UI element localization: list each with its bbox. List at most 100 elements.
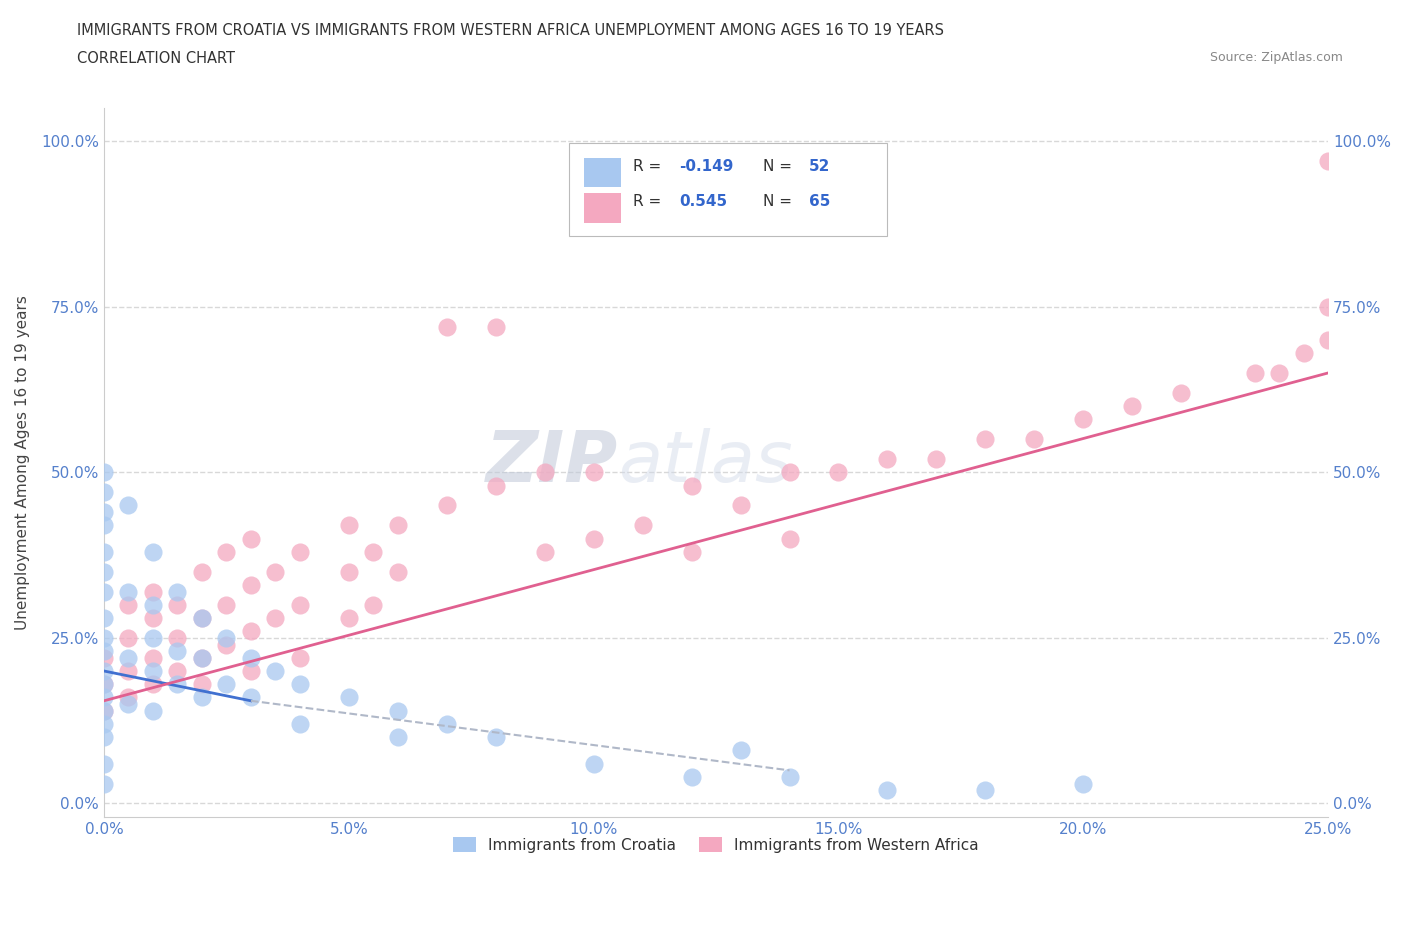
- Point: [142, 703, 165, 718]
- Point: [166, 597, 188, 612]
- Point: [1121, 399, 1143, 414]
- Point: [93, 690, 115, 705]
- Point: [117, 584, 139, 599]
- Point: [166, 664, 188, 679]
- Point: [361, 544, 384, 559]
- Point: [215, 544, 238, 559]
- Point: [117, 597, 139, 612]
- Point: [93, 644, 115, 658]
- Point: [1292, 346, 1315, 361]
- Point: [631, 518, 654, 533]
- Point: [93, 465, 115, 480]
- Point: [117, 650, 139, 665]
- Point: [93, 505, 115, 520]
- Point: [337, 518, 360, 533]
- Point: [93, 650, 115, 665]
- Point: [974, 783, 997, 798]
- Point: [93, 565, 115, 579]
- Point: [117, 631, 139, 645]
- Point: [337, 690, 360, 705]
- Y-axis label: Unemployment Among Ages 16 to 19 years: Unemployment Among Ages 16 to 19 years: [15, 295, 30, 630]
- Point: [142, 544, 165, 559]
- Point: [215, 597, 238, 612]
- Text: R =: R =: [633, 159, 666, 174]
- Point: [681, 544, 703, 559]
- Point: [827, 465, 849, 480]
- Point: [142, 650, 165, 665]
- Point: [337, 611, 360, 626]
- Point: [876, 452, 898, 467]
- Text: 65: 65: [808, 194, 831, 209]
- Point: [142, 631, 165, 645]
- Point: [779, 769, 801, 784]
- Point: [361, 597, 384, 612]
- Point: [974, 432, 997, 446]
- Point: [191, 650, 214, 665]
- Point: [93, 584, 115, 599]
- Point: [1317, 153, 1340, 168]
- Point: [387, 703, 409, 718]
- Point: [925, 452, 948, 467]
- Point: [876, 783, 898, 798]
- Text: R =: R =: [633, 194, 666, 209]
- Text: Source: ZipAtlas.com: Source: ZipAtlas.com: [1209, 51, 1343, 64]
- Point: [191, 690, 214, 705]
- Point: [1317, 332, 1340, 347]
- Point: [779, 531, 801, 546]
- Point: [582, 756, 605, 771]
- Point: [142, 664, 165, 679]
- Point: [485, 730, 508, 745]
- Point: [288, 544, 311, 559]
- Point: [142, 584, 165, 599]
- Point: [779, 465, 801, 480]
- Point: [1071, 412, 1094, 427]
- Legend: Immigrants from Croatia, Immigrants from Western Africa: Immigrants from Croatia, Immigrants from…: [447, 830, 986, 858]
- Point: [117, 664, 139, 679]
- Point: [166, 631, 188, 645]
- Point: [730, 498, 752, 512]
- Point: [191, 565, 214, 579]
- Point: [215, 637, 238, 652]
- Point: [142, 597, 165, 612]
- Point: [239, 578, 262, 592]
- Text: -0.149: -0.149: [679, 159, 734, 174]
- Point: [93, 756, 115, 771]
- Point: [93, 664, 115, 679]
- Point: [215, 631, 238, 645]
- Point: [117, 690, 139, 705]
- Point: [288, 716, 311, 731]
- Point: [166, 644, 188, 658]
- Point: [387, 565, 409, 579]
- Point: [681, 769, 703, 784]
- FancyBboxPatch shape: [583, 193, 620, 223]
- Point: [730, 743, 752, 758]
- Point: [93, 777, 115, 791]
- Point: [436, 498, 458, 512]
- Point: [1024, 432, 1046, 446]
- Point: [436, 319, 458, 334]
- Point: [142, 611, 165, 626]
- Text: 0.545: 0.545: [679, 194, 727, 209]
- Point: [93, 677, 115, 692]
- Point: [1268, 365, 1291, 380]
- Point: [142, 677, 165, 692]
- Point: [191, 611, 214, 626]
- Point: [239, 690, 262, 705]
- Text: CORRELATION CHART: CORRELATION CHART: [77, 51, 235, 66]
- Point: [264, 611, 287, 626]
- Point: [166, 584, 188, 599]
- Text: atlas: atlas: [619, 428, 793, 497]
- Point: [533, 465, 555, 480]
- Point: [93, 544, 115, 559]
- Text: N =: N =: [762, 194, 796, 209]
- Point: [117, 697, 139, 711]
- Point: [93, 485, 115, 499]
- Point: [436, 716, 458, 731]
- Point: [1071, 777, 1094, 791]
- FancyBboxPatch shape: [569, 143, 887, 235]
- Point: [1170, 385, 1192, 400]
- Point: [239, 650, 262, 665]
- Point: [239, 664, 262, 679]
- Text: 52: 52: [808, 159, 831, 174]
- Point: [93, 611, 115, 626]
